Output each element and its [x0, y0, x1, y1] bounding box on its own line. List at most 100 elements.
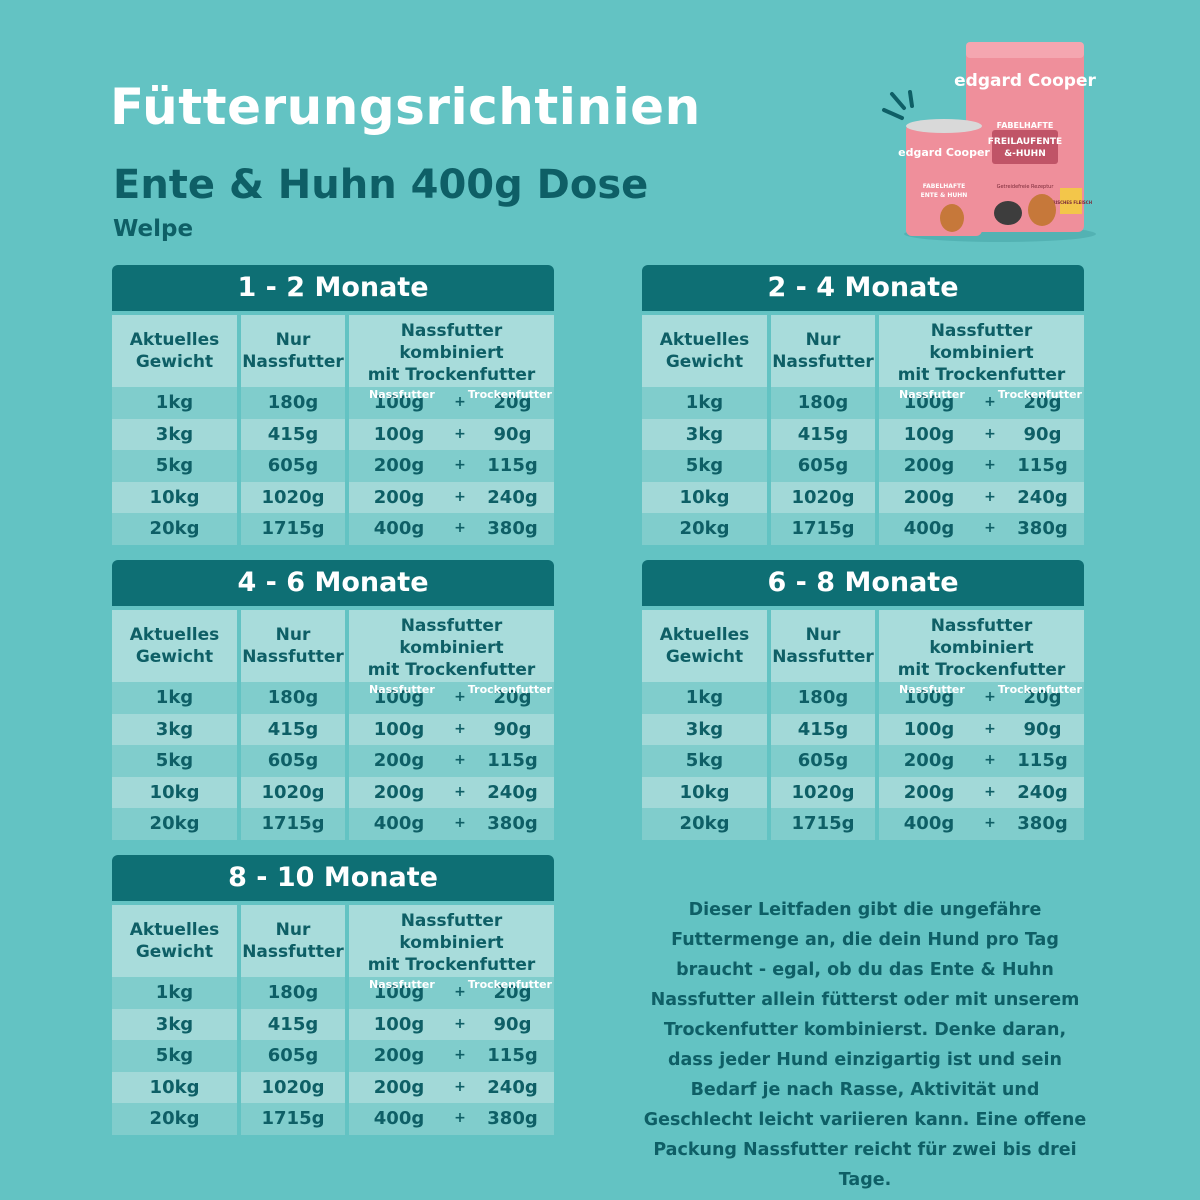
- header-weight: Aktuelles Gewicht: [112, 610, 237, 682]
- cell-plus: +: [454, 815, 466, 831]
- cell-weight: 20kg: [112, 1103, 237, 1135]
- bag-label-3: &-HUHN: [1004, 149, 1046, 159]
- cell-wet: 605g: [771, 450, 875, 482]
- table-row: 10kg 1020g 200g +240g: [642, 776, 1084, 808]
- cell-plus: +: [984, 720, 996, 737]
- header-combo-line1: Nassfutter kombiniert: [929, 616, 1034, 658]
- cell-wet: 605g: [771, 745, 875, 777]
- cell-nass: 200g: [373, 1076, 425, 1098]
- header-combo: Nassfutter kombiniert mit Trockenfutter …: [349, 610, 554, 696]
- feeding-table-4: 6 - 8 Monate Aktuelles Gewicht Nur Nassf…: [642, 560, 1084, 840]
- header-combo: Nassfutter kombiniert mit Trockenfutter …: [349, 315, 554, 401]
- header-combo: Nassfutter kombiniert mit Trockenfutter …: [879, 610, 1084, 696]
- description-text: Dieser Leitfaden gibt die ungefähre Futt…: [643, 900, 1087, 1190]
- table-row: 5kg 605g 200g +115g: [112, 745, 554, 777]
- bag-label-2: FREILAUFENTE: [988, 137, 1062, 147]
- feeding-table-1: 1 - 2 Monate Aktuelles Gewicht Nur Nassf…: [112, 265, 554, 545]
- header-combo: Nassfutter kombiniert mit Trockenfutter …: [879, 315, 1084, 401]
- table-row: 1kg 180g 100g +20g: [642, 387, 1084, 419]
- cell-nass: 100g: [903, 687, 955, 708]
- header-combo-line2: mit Trockenfutter: [367, 365, 536, 385]
- table-row: 1kg 180g 100g +20g: [112, 387, 554, 419]
- table-row: 3kg 415g 100g +90g: [112, 1008, 554, 1040]
- cell-nass: 100g: [373, 982, 425, 1003]
- header-combo-dry: Trockenfutter: [467, 388, 552, 401]
- cell-dry: 240g: [1017, 486, 1068, 508]
- cell-wet: 1715g: [241, 808, 345, 840]
- cell-weight: 1kg: [112, 682, 237, 714]
- table-row: 5kg 605g 200g +115g: [112, 450, 554, 482]
- cell-dry: 240g: [487, 781, 538, 803]
- bag-badge: FRISCHES FLEISCH: [1050, 200, 1092, 205]
- table-row: 3kg 415g 100g +90g: [642, 418, 1084, 450]
- cell-weight: 5kg: [642, 745, 767, 777]
- cell-plus: +: [454, 1110, 466, 1126]
- cell-plus: +: [454, 720, 466, 737]
- cell-dry: 115g: [1017, 750, 1068, 771]
- cell-nass: 200g: [903, 781, 955, 803]
- feeding-table-5: 8 - 10 Monate Aktuelles Gewicht Nur Nass…: [112, 855, 554, 1135]
- cell-wet: 605g: [241, 745, 345, 777]
- cell-wet: 1715g: [771, 808, 875, 840]
- cell-wet: 1715g: [241, 513, 345, 545]
- cell-plus: +: [984, 689, 996, 705]
- cell-dry: 20g: [1023, 392, 1062, 413]
- cell-wet: 605g: [241, 1040, 345, 1072]
- cell-dry: 90g: [493, 1013, 532, 1035]
- cell-dry: 380g: [487, 518, 538, 539]
- table-row: 5kg 605g 200g +115g: [642, 745, 1084, 777]
- cell-dry: 90g: [1023, 718, 1062, 740]
- cell-plus: +: [984, 394, 996, 410]
- header-combo-wet: Nassfutter: [369, 388, 435, 401]
- bag-and-can-icon: edgard Cooper FABELHAFTE FREILAUFENTE &-…: [882, 42, 1096, 242]
- header-combo-dry: Trockenfutter: [997, 683, 1082, 696]
- table-row: 10kg 1020g 200g +240g: [112, 1071, 554, 1103]
- cell-wet: 415g: [771, 713, 875, 745]
- header-weight: Aktuelles Gewicht: [112, 905, 237, 977]
- cell-wet: 1020g: [241, 1071, 345, 1103]
- cell-weight: 3kg: [642, 713, 767, 745]
- cell-wet: 1020g: [241, 776, 345, 808]
- cell-dry: 115g: [487, 1045, 538, 1066]
- cell-wet: 1715g: [241, 1103, 345, 1135]
- cell-plus: +: [984, 752, 996, 768]
- header-wet-only: Nur Nassfutter: [241, 905, 345, 977]
- cell-nass: 100g: [373, 687, 425, 708]
- table-row: 20kg 1715g 400g +380g: [642, 808, 1084, 840]
- cell-weight: 10kg: [112, 776, 237, 808]
- cell-weight: 20kg: [112, 808, 237, 840]
- cell-dry: 20g: [1023, 687, 1062, 708]
- table-title: 6 - 8 Monate: [642, 560, 1084, 606]
- cell-nass: 100g: [373, 1013, 425, 1035]
- table-row: 1kg 180g 100g +20g: [112, 682, 554, 714]
- bag-label-1: FABELHAFTE: [997, 121, 1054, 130]
- cell-wet: 1020g: [771, 776, 875, 808]
- cell-weight: 1kg: [642, 682, 767, 714]
- table-row: 3kg 415g 100g +90g: [642, 713, 1084, 745]
- table-row: 20kg 1715g 400g +380g: [112, 1103, 554, 1135]
- header-weight: Aktuelles Gewicht: [642, 610, 767, 682]
- can-label-2: ENTE & HUHN: [921, 192, 968, 199]
- cell-weight: 10kg: [112, 481, 237, 513]
- table-row: 1kg 180g 100g +20g: [642, 682, 1084, 714]
- header-combo: Nassfutter kombiniert mit Trockenfutter …: [349, 905, 554, 991]
- cell-plus: +: [454, 425, 466, 442]
- feeding-table-2: 2 - 4 Monate Aktuelles Gewicht Nur Nassf…: [642, 265, 1084, 545]
- page-title: Fütterungsrichtinien: [110, 78, 701, 136]
- cell-nass: 100g: [373, 423, 425, 445]
- can-brand: edgard Cooper: [898, 146, 990, 159]
- cell-wet: 1715g: [771, 513, 875, 545]
- cell-nass: 200g: [373, 750, 425, 771]
- cell-wet: 180g: [241, 682, 345, 714]
- cell-nass: 100g: [903, 423, 955, 445]
- table-title: 1 - 2 Monate: [112, 265, 554, 311]
- table-row: 3kg 415g 100g +90g: [112, 713, 554, 745]
- cell-dry: 90g: [493, 718, 532, 740]
- cell-nass: 200g: [373, 486, 425, 508]
- cell-plus: +: [984, 815, 996, 831]
- cell-nass: 200g: [903, 455, 955, 476]
- cell-dry: 240g: [487, 1076, 538, 1098]
- cell-dry: 90g: [493, 423, 532, 445]
- cell-nass: 100g: [373, 718, 425, 740]
- cell-nass: 100g: [903, 392, 955, 413]
